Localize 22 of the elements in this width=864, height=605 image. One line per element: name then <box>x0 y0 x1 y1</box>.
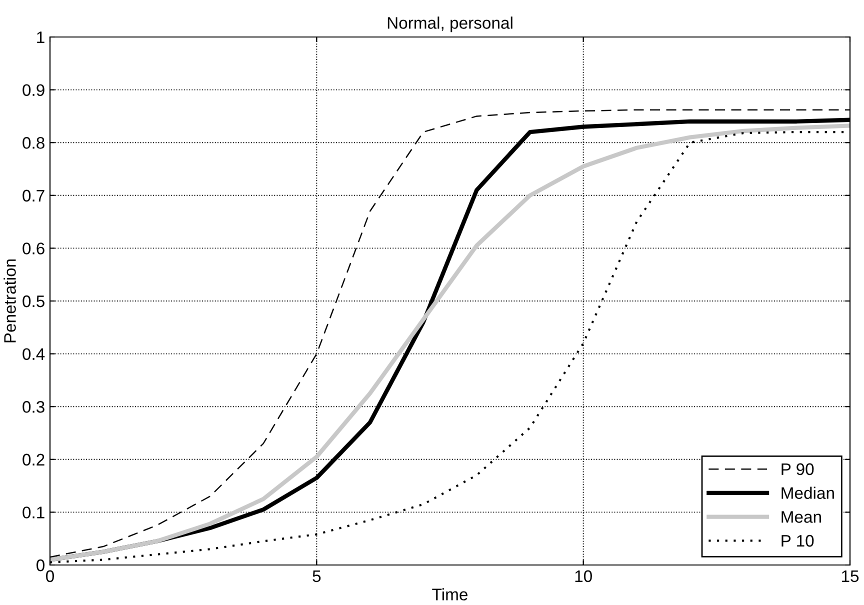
y-tick-label: 0.1 <box>22 506 44 518</box>
y-tick-label: 0.8 <box>22 137 44 149</box>
legend-label: P 10 <box>782 534 814 547</box>
x-tick-label: 5 <box>312 570 321 582</box>
chart-title: Normal, personal <box>388 16 512 32</box>
x-tick-label: 10 <box>575 570 592 582</box>
legend-label: Mean <box>782 511 821 523</box>
x-axis-title: Time <box>432 588 468 600</box>
legend-label: P 90 <box>782 463 814 476</box>
y-tick-label: 0.3 <box>22 401 44 413</box>
x-tick-label: 0 <box>46 570 54 582</box>
y-tick-label: 0.2 <box>22 454 44 466</box>
y-tick-label: 0.7 <box>22 190 44 202</box>
y-tick-label: 0 <box>36 559 44 572</box>
y-tick-label: 1 <box>37 32 44 44</box>
y-tick-label: 0.9 <box>22 84 44 96</box>
y-axis-title: Penetration <box>4 259 16 342</box>
y-tick-label: 0.4 <box>22 348 45 360</box>
x-tick-label: 15 <box>842 570 859 582</box>
y-tick-label: 0.6 <box>22 242 44 254</box>
y-tick-label: 0.5 <box>22 295 44 308</box>
legend-label: Median <box>782 486 834 499</box>
